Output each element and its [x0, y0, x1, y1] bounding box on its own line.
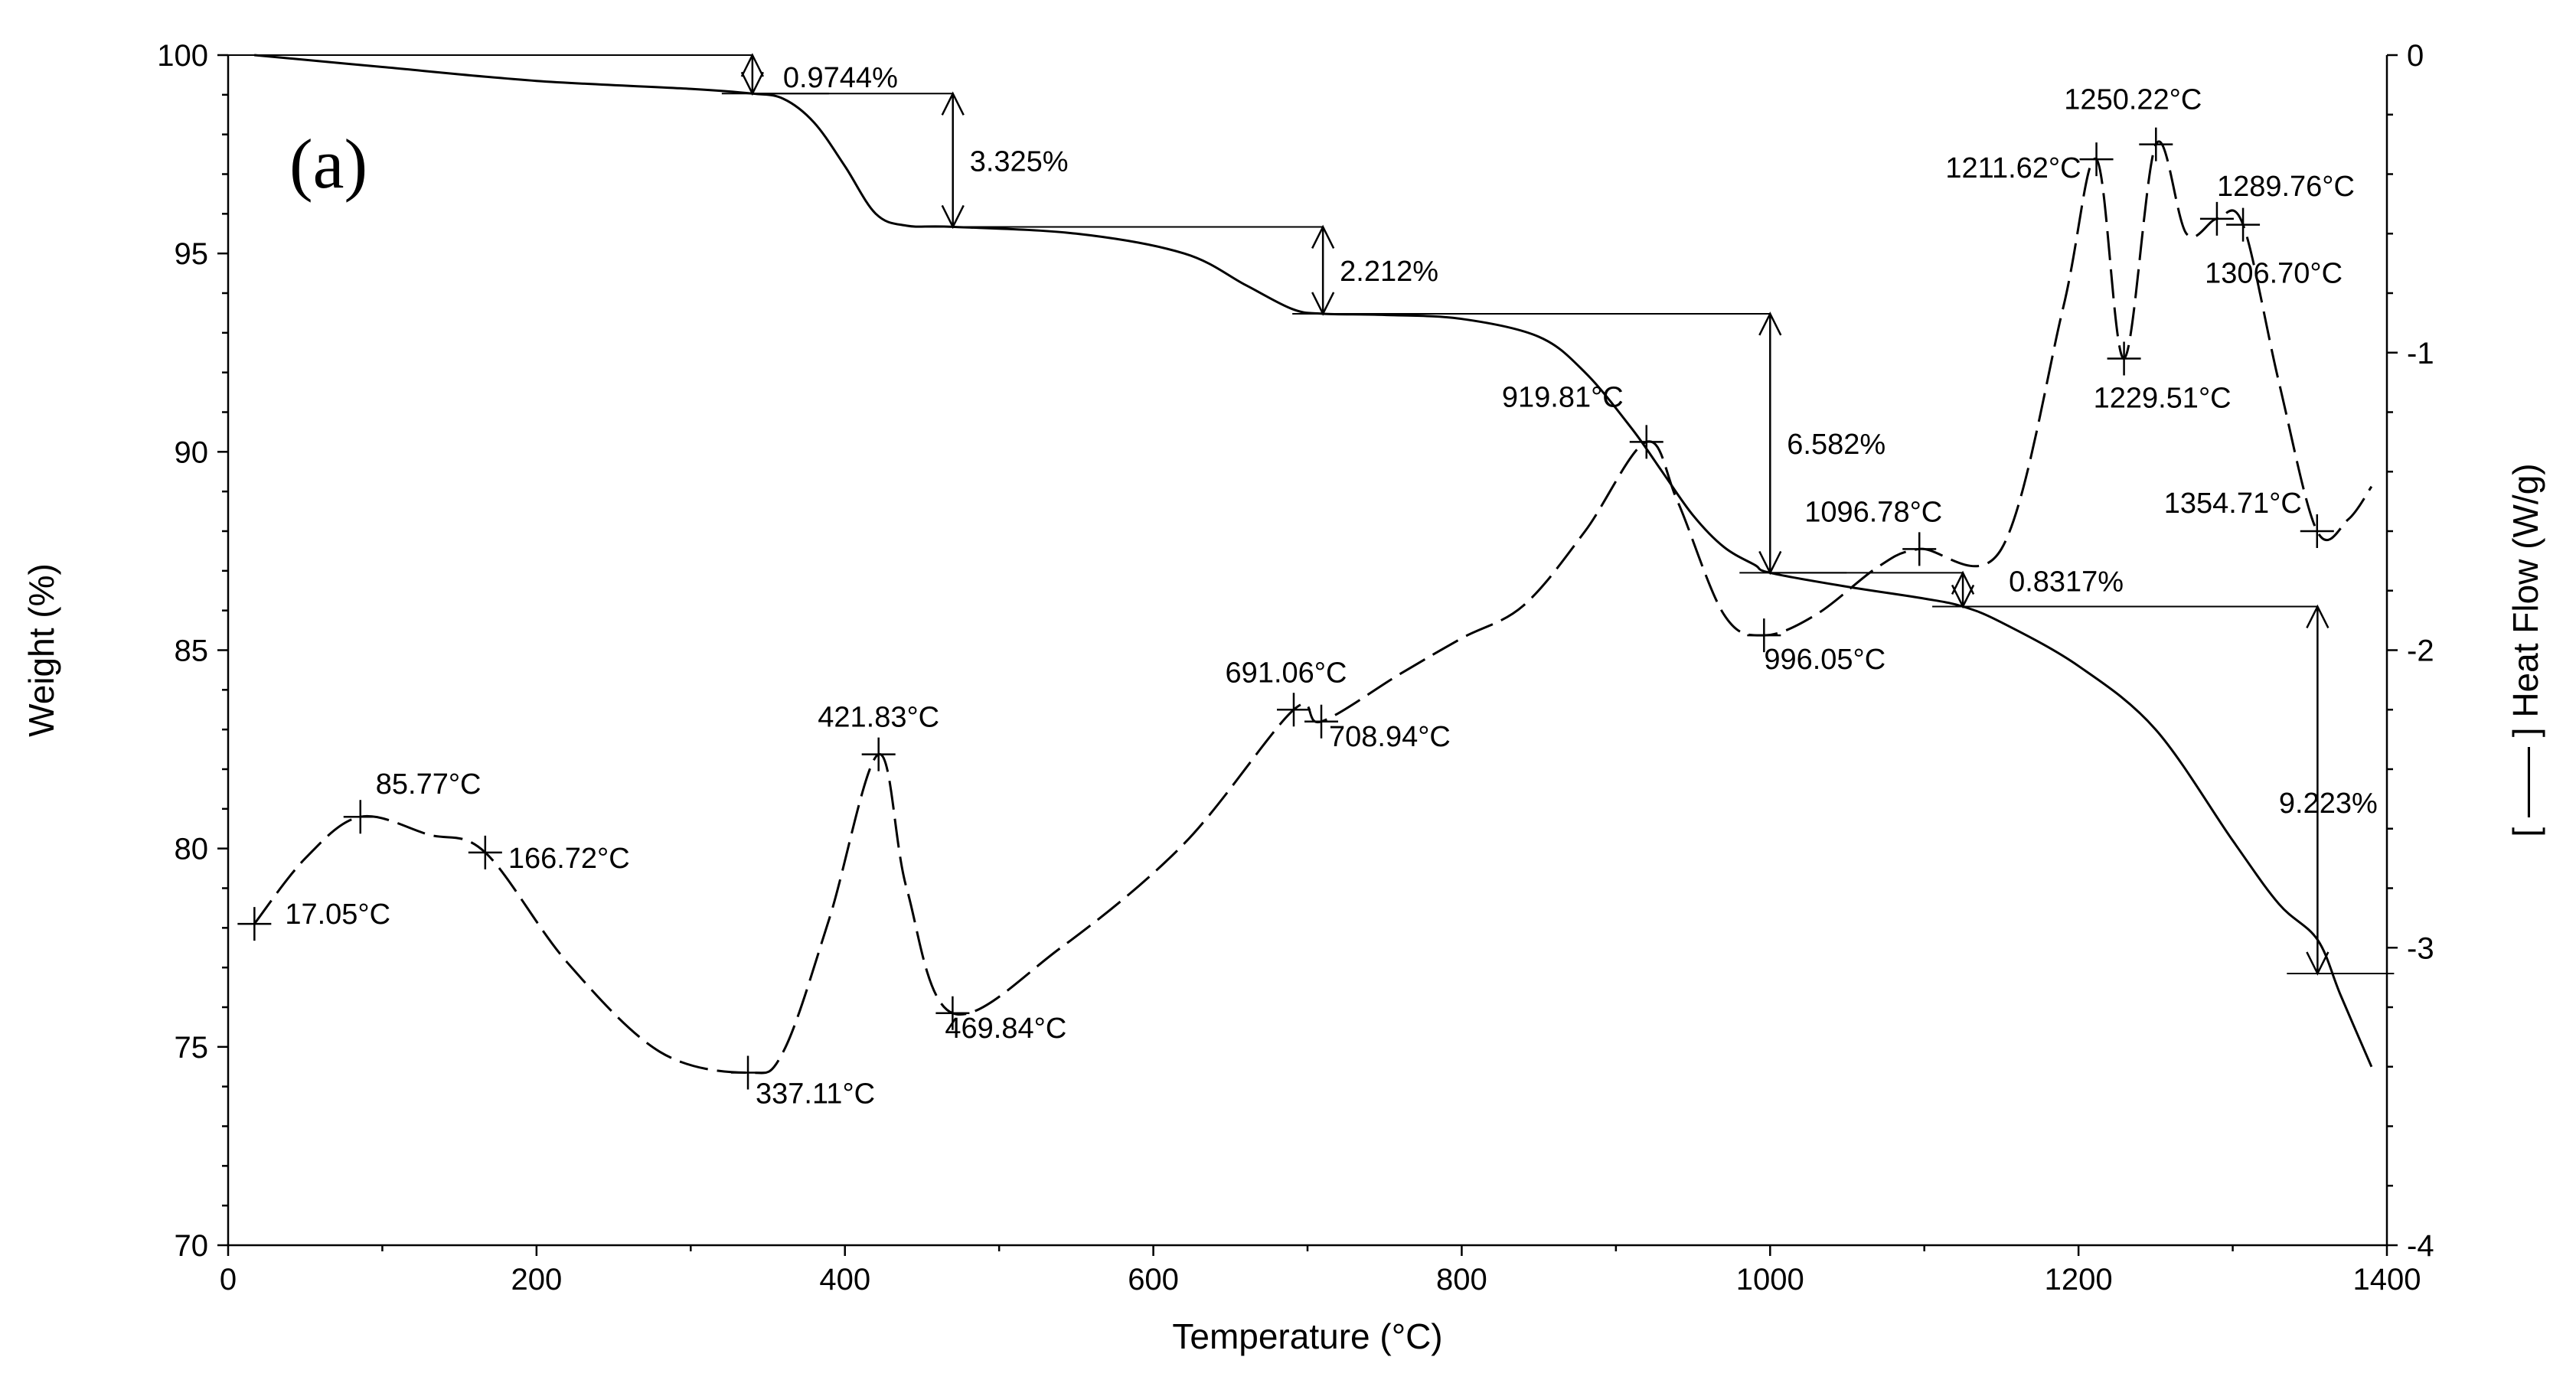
- peak-label: 996.05°C: [1764, 644, 1885, 676]
- peak-marker: [2079, 142, 2114, 177]
- peak-marker: [468, 835, 502, 869]
- x-axis-title: Temperature (°C): [1172, 1316, 1442, 1356]
- peak-label: 337.11°C: [756, 1078, 875, 1111]
- y-tick-label: 95: [175, 237, 209, 271]
- y-tick-label: 75: [175, 1031, 209, 1065]
- peak-marker: [1629, 425, 1663, 459]
- peak-label: 1250.22°C: [2064, 84, 2202, 116]
- peak-marker: [935, 996, 970, 1030]
- peak-marker: [731, 1055, 766, 1090]
- x-tick-label: 0: [220, 1263, 237, 1297]
- weight-loss-label: 0.8317%: [2009, 566, 2124, 598]
- peak-label: 919.81°C: [1502, 381, 1624, 413]
- peak-marker: [1902, 532, 1937, 566]
- x-tick-label: 1000: [1736, 1263, 1804, 1297]
- peak-label: 1096.78°C: [1804, 496, 1942, 528]
- peak-marker: [237, 907, 272, 941]
- weight-step-arrow-head: [941, 91, 965, 116]
- weight-step-arrow-head: [941, 204, 965, 230]
- peak-label: 421.83°C: [818, 702, 939, 734]
- weight-step-arrow-head: [1951, 570, 1975, 595]
- peak-label: 469.84°C: [945, 1013, 1066, 1045]
- peak-label: 166.72°C: [508, 843, 630, 875]
- peak-label: 1306.70°C: [2205, 258, 2343, 290]
- x-tick-label: 600: [1128, 1263, 1179, 1297]
- y2-tick-label: -4: [2407, 1229, 2434, 1263]
- weight-loss-label: 2.212%: [1340, 256, 1438, 288]
- peak-marker: [343, 800, 377, 834]
- y-tick-label: 80: [175, 833, 209, 866]
- peak-label: 85.77°C: [376, 768, 482, 801]
- weight-loss-label: 6.582%: [1787, 429, 1885, 461]
- y2-tick-label: -1: [2407, 337, 2434, 370]
- y2-axis-prefix: [ —— ]: [2506, 727, 2545, 837]
- weight-loss-label: 0.9744%: [783, 62, 898, 94]
- y-tick-label: 90: [175, 435, 209, 469]
- peak-label: 708.94°C: [1329, 721, 1451, 753]
- weight-step-arrow-head: [740, 71, 764, 96]
- peak-marker: [1304, 704, 1339, 739]
- weight-step-arrow-head: [1311, 292, 1335, 316]
- y-tick-label: 70: [175, 1229, 209, 1263]
- weight-loss-label: 3.325%: [970, 145, 1069, 178]
- peak-marker: [1276, 693, 1311, 727]
- weight-step-arrow-head: [1311, 224, 1335, 249]
- peak-marker: [861, 737, 896, 771]
- weight-loss-label: 9.223%: [2279, 788, 2378, 820]
- peak-label: 1211.62°C: [1945, 152, 2081, 184]
- y2-axis-title: [ —— ] Heat Flow (W/g): [2506, 463, 2545, 837]
- x-tick-label: 1200: [2045, 1263, 2113, 1297]
- peak-label: 17.05°C: [285, 899, 390, 931]
- weight-step-arrow-head: [2306, 951, 2330, 976]
- peak-marker: [1747, 618, 1781, 653]
- weight-step-arrow-head: [1758, 311, 1782, 336]
- weight-step-arrow-head: [1951, 584, 1975, 609]
- peak-label: 1229.51°C: [2094, 383, 2232, 415]
- y2-tick-label: -2: [2407, 634, 2434, 668]
- y-tick-label: 100: [157, 39, 208, 73]
- peak-marker: [2226, 207, 2261, 242]
- peak-label: 1289.76°C: [2217, 171, 2355, 203]
- peak-marker: [2107, 341, 2141, 376]
- y-axis-title: Weight (%): [21, 563, 61, 737]
- y2-tick-label: 0: [2407, 39, 2424, 73]
- x-tick-label: 800: [1436, 1263, 1487, 1297]
- x-tick-label: 1400: [2353, 1263, 2421, 1297]
- peak-marker: [2199, 201, 2234, 236]
- x-tick-label: 400: [819, 1263, 870, 1297]
- peak-marker: [2139, 127, 2173, 161]
- peak-label: 691.06°C: [1226, 657, 1347, 689]
- x-tick-label: 200: [511, 1263, 562, 1297]
- y2-axis-label: Heat Flow (W/g): [2506, 463, 2545, 717]
- weight-series-line: [254, 54, 2373, 1068]
- peak-marker: [2300, 514, 2334, 548]
- peak-label: 1354.71°C: [2164, 488, 2302, 520]
- panel-label: (a): [289, 125, 367, 203]
- y-tick-label: 85: [175, 634, 209, 668]
- y2-tick-label: -3: [2407, 931, 2434, 965]
- weight-step-arrow-head: [2306, 604, 2330, 629]
